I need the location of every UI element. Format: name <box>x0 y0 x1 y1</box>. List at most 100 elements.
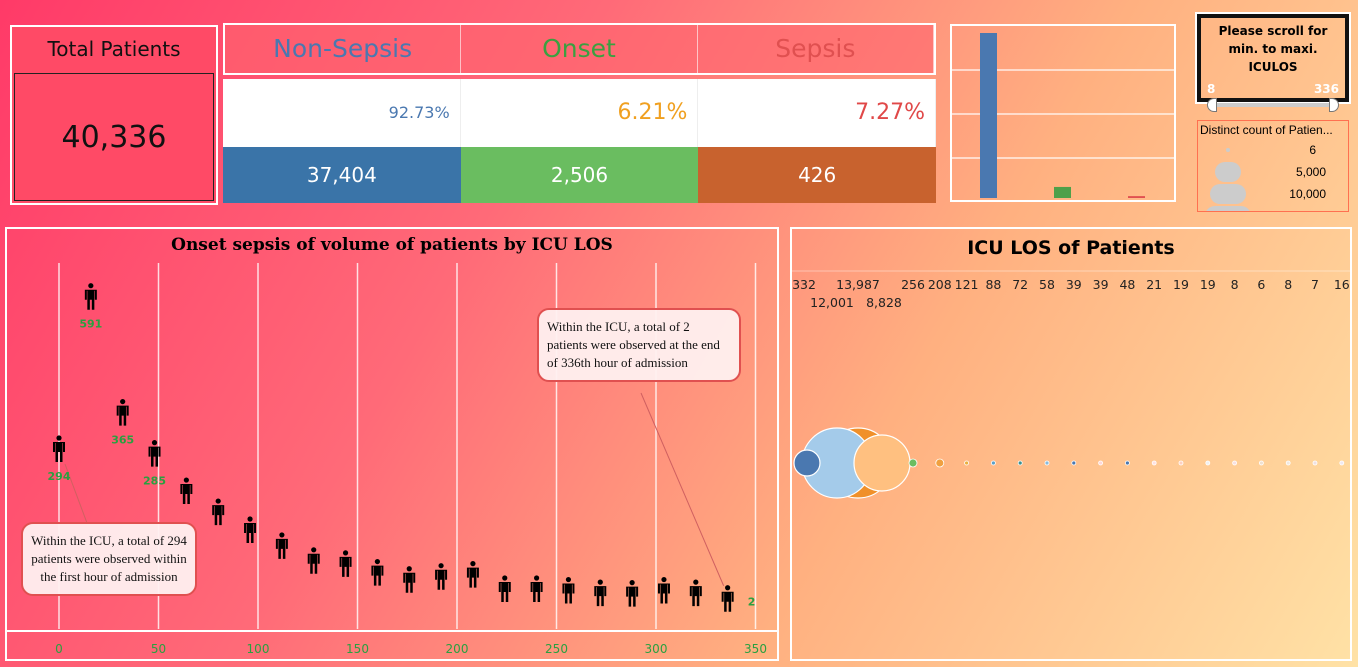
person-icon[interactable] <box>212 498 225 526</box>
x-tick-label: 100 <box>247 642 270 656</box>
data-label: 294 <box>48 470 71 483</box>
bubble[interactable] <box>1151 460 1157 466</box>
person-icon[interactable] <box>116 398 129 426</box>
count-onset: 2,506 <box>460 147 699 203</box>
bubble[interactable] <box>964 460 970 466</box>
legend-items: 6 5,000 10,000 15,087 <box>1198 139 1348 211</box>
bubble[interactable] <box>1312 460 1318 466</box>
mini-bar[interactable] <box>1054 186 1071 198</box>
slider-max-handle[interactable] <box>1329 98 1339 112</box>
person-icon[interactable] <box>721 585 734 612</box>
person-icon[interactable] <box>657 576 670 604</box>
bubble-value-label: 21 <box>1146 277 1162 292</box>
legend-circle-icon <box>1205 206 1251 211</box>
bubble[interactable] <box>908 458 918 468</box>
person-icon[interactable] <box>180 477 193 505</box>
person-icon[interactable] <box>275 532 288 559</box>
total-label: Total Patients <box>47 37 181 61</box>
legend-label: 15,087 <box>1289 209 1326 211</box>
legend-circle-icon <box>1226 148 1230 152</box>
bubble[interactable] <box>1017 460 1023 466</box>
slider-range-labels: 8 336 <box>1201 80 1345 98</box>
bubble[interactable] <box>1044 460 1050 466</box>
legend-label: 10,000 <box>1289 187 1326 201</box>
bubble[interactable] <box>853 434 911 492</box>
bubble-value-label: 16 <box>1334 277 1350 292</box>
pct-onset: 6.21% <box>461 79 699 147</box>
bubble-value-label: 58 <box>1039 277 1055 292</box>
x-tick-label: 250 <box>545 642 568 656</box>
x-tick-label: 300 <box>645 642 668 656</box>
person-icon[interactable] <box>626 580 639 607</box>
chart-title: Onset sepsis of volume of patients by IC… <box>171 235 613 255</box>
legend-circle-icon <box>1210 184 1246 204</box>
person-icon[interactable] <box>403 566 416 593</box>
person-icon[interactable] <box>530 575 543 602</box>
bubble[interactable] <box>1232 460 1238 466</box>
pct-non-sepsis: 92.73% <box>223 79 461 147</box>
bubble-value-label: 48 <box>1119 277 1135 292</box>
bubble[interactable] <box>1205 460 1211 466</box>
bubble-value-label: 256 <box>901 277 925 292</box>
category-headers: Non-Sepsis Onset Sepsis <box>223 23 936 75</box>
person-icon[interactable] <box>689 579 702 607</box>
bubble-value-label: 332 <box>792 277 816 292</box>
bubble[interactable] <box>990 460 996 466</box>
bubble-value-label: 72 <box>1012 277 1028 292</box>
header-sepsis: Sepsis <box>698 25 934 73</box>
slider-min-handle[interactable] <box>1207 98 1217 112</box>
person-icon[interactable] <box>53 435 65 462</box>
category-counts: 37,404 2,506 426 <box>223 147 937 203</box>
pct-sepsis: 7.27% <box>698 79 937 147</box>
bubble-value-label: 8 <box>1231 277 1239 292</box>
slider-bar <box>1211 103 1335 107</box>
callout-leader <box>64 463 88 524</box>
mini-bar[interactable] <box>1128 196 1145 198</box>
callout-first-hour: Within the ICU, a total of 294 patients … <box>21 522 197 596</box>
bubble-value-label: 19 <box>1200 277 1216 292</box>
data-label: 591 <box>79 318 102 331</box>
bubble[interactable] <box>793 449 821 477</box>
bubble[interactable] <box>1178 460 1184 466</box>
slider-max: 336 <box>1313 82 1339 96</box>
legend-label: 5,000 <box>1295 165 1326 179</box>
bubble-value-label: 8,828 <box>866 295 902 310</box>
icu-los-panel: ICU LOS of Patients 332 12,001 13,987 8,828… <box>790 227 1352 661</box>
person-icon[interactable] <box>594 579 607 607</box>
slider-track[interactable] <box>1207 98 1339 112</box>
callout-336th-hour: Within the ICU, a total of 2 patients we… <box>537 308 741 382</box>
slider-min: 8 <box>1207 82 1216 96</box>
bubble[interactable] <box>1071 460 1077 466</box>
person-icon[interactable] <box>148 440 161 467</box>
bubble[interactable] <box>1285 460 1291 466</box>
person-icon[interactable] <box>244 516 257 544</box>
person-icon[interactable] <box>371 558 384 586</box>
category-percentages: 92.73% 6.21% 7.27% <box>223 79 937 147</box>
bubble[interactable] <box>935 458 945 468</box>
bubble[interactable] <box>1098 460 1104 466</box>
person-icon[interactable] <box>307 547 320 574</box>
person-icon[interactable] <box>84 283 97 310</box>
total-value: 40,336 <box>14 73 214 201</box>
count-sepsis: 426 <box>698 147 937 203</box>
bubble[interactable] <box>1339 460 1345 466</box>
person-icon[interactable] <box>339 550 352 577</box>
bubble-value-label: 12,001 <box>810 295 854 310</box>
person-icon[interactable] <box>466 561 479 588</box>
category-summary: Non-Sepsis Onset Sepsis 92.73% 6.21% 7.27% 3… <box>223 23 937 205</box>
header-onset: Onset <box>461 25 698 73</box>
bubble[interactable] <box>1124 460 1130 466</box>
legend-item: 5,000 <box>1198 161 1348 183</box>
bubble-value-label: 208 <box>928 277 952 292</box>
x-tick-label: 0 <box>55 642 63 656</box>
person-icon[interactable] <box>562 576 575 604</box>
legend-label: 6 <box>1309 143 1316 157</box>
x-tick-label: 200 <box>446 642 469 656</box>
data-label: 365 <box>111 434 134 447</box>
mini-bar[interactable] <box>980 33 997 198</box>
person-icon[interactable] <box>498 575 511 602</box>
person-icon[interactable] <box>435 563 448 590</box>
bubble[interactable] <box>1258 460 1264 466</box>
iculos-range-filter[interactable]: Please scroll for min. to maxi. ICULOS 8… <box>1195 12 1351 112</box>
onset-sepsis-chart-panel: Onset sepsis of volume of patients by IC… <box>5 227 779 661</box>
